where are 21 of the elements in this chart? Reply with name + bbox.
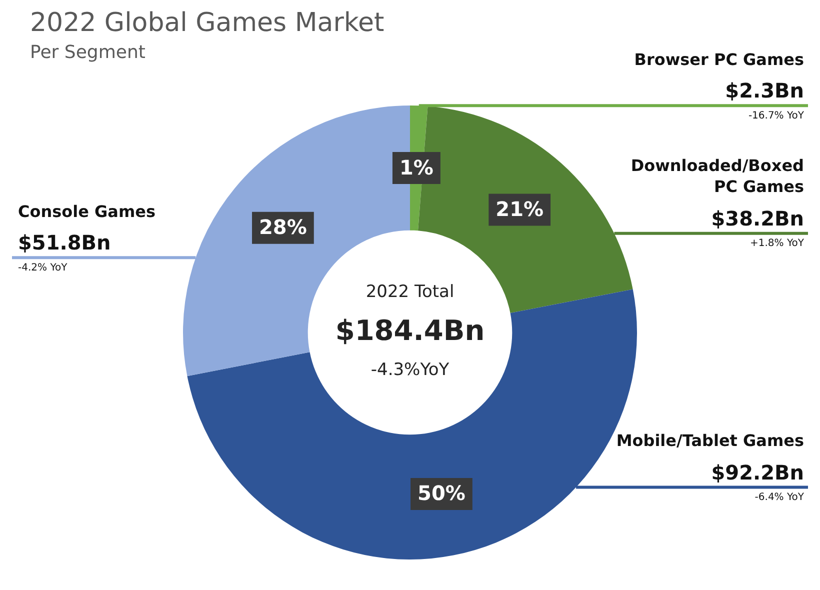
data-label: $51.8Bn [18, 230, 111, 255]
slice-label: Downloaded/Boxed PC Games [630, 155, 804, 198]
text: 21% [496, 196, 544, 221]
chart-subtitle: Per Segment [30, 42, 146, 63]
text: -4.2% YoY [18, 262, 68, 274]
text: +1.8% YoY [750, 238, 804, 249]
text: 28% [259, 215, 307, 240]
text: $184.4Bn [335, 314, 485, 347]
text: 1% [399, 155, 434, 180]
data-label: $92.2Bn [711, 460, 804, 484]
slice-label: Console Games [18, 200, 157, 222]
text: -4.3%YoY [370, 360, 450, 380]
text: 50% [418, 481, 466, 506]
text: 2022 Total [366, 282, 454, 302]
chart-title: 2022 Global Games Market [30, 8, 384, 38]
text: -16.7% YoY [748, 110, 804, 122]
text: -6.4% YoY [754, 492, 804, 503]
data-label: $2.3Bn [725, 78, 804, 103]
slice-label: Browser PC Games [633, 48, 804, 70]
slice-label: Mobile/Tablet Games [615, 430, 804, 452]
data-label: $38.2Bn [711, 206, 804, 230]
